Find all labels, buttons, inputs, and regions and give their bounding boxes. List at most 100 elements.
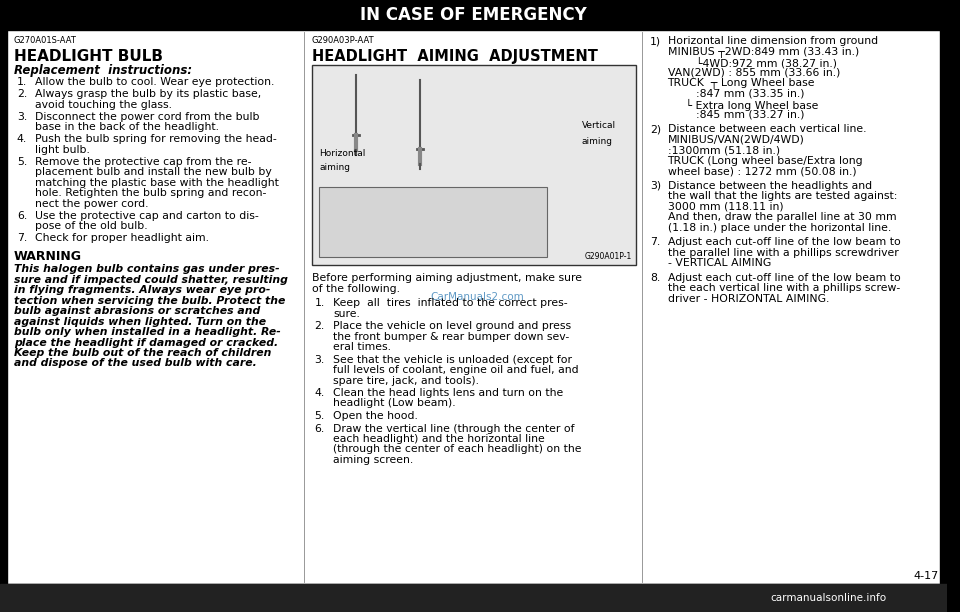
Text: eral times.: eral times. <box>333 342 392 352</box>
Text: 7.: 7. <box>16 233 27 243</box>
Text: placement bulb and install the new bulb by: placement bulb and install the new bulb … <box>36 167 273 177</box>
Text: 5.: 5. <box>315 411 324 421</box>
Text: 2.: 2. <box>315 321 324 331</box>
Text: (through the center of each headlight) on the: (through the center of each headlight) o… <box>333 444 582 455</box>
Text: tection when servicing the bulb. Protect the: tection when servicing the bulb. Protect… <box>13 296 285 305</box>
Text: 3.: 3. <box>16 111 27 122</box>
Text: HEADLIGHT BULB: HEADLIGHT BULB <box>13 49 163 64</box>
Text: Open the hood.: Open the hood. <box>333 411 419 421</box>
Text: the each vertical line with a phillips screw-: the each vertical line with a phillips s… <box>667 283 900 293</box>
Text: Horizontal line dimension from ground: Horizontal line dimension from ground <box>667 36 877 46</box>
Text: Disconnect the power cord from the bulb: Disconnect the power cord from the bulb <box>36 111 260 122</box>
Text: avoid touching the glass.: avoid touching the glass. <box>36 100 173 110</box>
Text: Remove the protective cap from the re-: Remove the protective cap from the re- <box>36 157 252 166</box>
Text: 3.: 3. <box>315 354 324 365</box>
Text: 1.: 1. <box>16 77 27 87</box>
Text: Clean the head lights lens and turn on the: Clean the head lights lens and turn on t… <box>333 388 564 398</box>
Text: place the headlight if damaged or cracked.: place the headlight if damaged or cracke… <box>13 337 278 348</box>
Text: against liquids when lighted. Turn on the: against liquids when lighted. Turn on th… <box>13 316 266 326</box>
Text: Use the protective cap and carton to dis-: Use the protective cap and carton to dis… <box>36 211 259 220</box>
Text: the parallel line with a phillips screwdriver: the parallel line with a phillips screwd… <box>667 247 899 258</box>
Text: Always grasp the bulb by its plastic base,: Always grasp the bulb by its plastic bas… <box>36 89 262 99</box>
Text: aiming: aiming <box>320 163 350 172</box>
Text: G290A01P-1: G290A01P-1 <box>585 252 632 261</box>
Text: spare tire, jack, and tools).: spare tire, jack, and tools). <box>333 376 479 386</box>
Text: headlight (Low beam).: headlight (Low beam). <box>333 398 456 408</box>
Text: (1.18 in.) place under the horizontal line.: (1.18 in.) place under the horizontal li… <box>667 223 891 233</box>
Text: Adjust each cut-off line of the low beam to: Adjust each cut-off line of the low beam… <box>667 272 900 283</box>
Text: nect the power cord.: nect the power cord. <box>36 198 149 209</box>
Text: driver - HORIZONTAL AIMING.: driver - HORIZONTAL AIMING. <box>667 294 828 304</box>
Bar <box>0 584 947 612</box>
Text: 3): 3) <box>650 181 660 190</box>
Text: aiming: aiming <box>582 137 612 146</box>
Text: G270A01S-AAT: G270A01S-AAT <box>13 36 77 45</box>
Text: :845 mm (33.27 in.): :845 mm (33.27 in.) <box>667 110 804 119</box>
Text: Allow the bulb to cool. Wear eye protection.: Allow the bulb to cool. Wear eye protect… <box>36 77 275 87</box>
Bar <box>320 187 546 257</box>
Text: Adjust each cut-off line of the low beam to: Adjust each cut-off line of the low beam… <box>667 237 900 247</box>
Text: 6.: 6. <box>315 424 324 433</box>
Text: Horizontal: Horizontal <box>320 149 366 158</box>
Text: Check for proper headlight aim.: Check for proper headlight aim. <box>36 233 209 243</box>
Text: 2.: 2. <box>16 89 27 99</box>
Text: hole. Retighten the bulb spring and recon-: hole. Retighten the bulb spring and reco… <box>36 188 267 198</box>
Text: bulb against abrasions or scratches and: bulb against abrasions or scratches and <box>13 306 260 316</box>
Text: bulb only when installed in a headlight. Re-: bulb only when installed in a headlight.… <box>13 327 280 337</box>
Text: :1300mm (51.18 in.): :1300mm (51.18 in.) <box>667 145 780 155</box>
Text: the wall that the lights are tested against:: the wall that the lights are tested agai… <box>667 191 897 201</box>
Text: and dispose of the used bulb with care.: and dispose of the used bulb with care. <box>13 359 256 368</box>
Text: MINIBUS/VAN(2WD/4WD): MINIBUS/VAN(2WD/4WD) <box>667 135 804 144</box>
Text: 3000 mm (118.11 in): 3000 mm (118.11 in) <box>667 201 783 212</box>
Text: IN CASE OF EMERGENCY: IN CASE OF EMERGENCY <box>360 6 587 24</box>
Text: of the following.: of the following. <box>312 283 399 294</box>
Text: 8.: 8. <box>650 272 660 283</box>
Text: 4.: 4. <box>16 134 27 144</box>
Text: wheel base) : 1272 mm (50.08 in.): wheel base) : 1272 mm (50.08 in.) <box>667 166 856 176</box>
Text: 4.: 4. <box>315 388 324 398</box>
Text: 1.: 1. <box>315 298 324 308</box>
Text: in flying fragments. Always wear eye pro-: in flying fragments. Always wear eye pro… <box>13 285 270 295</box>
Text: light bulb.: light bulb. <box>36 144 90 154</box>
Text: 6.: 6. <box>16 211 27 220</box>
Bar <box>312 65 636 265</box>
Text: carmanualsonline.info: carmanualsonline.info <box>770 593 886 603</box>
Text: Replacement  instructions:: Replacement instructions: <box>13 64 192 77</box>
Text: 4-17: 4-17 <box>913 571 939 581</box>
Text: And then, draw the parallel line at 30 mm: And then, draw the parallel line at 30 m… <box>667 212 896 222</box>
Text: Distance between the headlights and: Distance between the headlights and <box>667 181 872 190</box>
Text: each headlight) and the horizontal line: each headlight) and the horizontal line <box>333 434 545 444</box>
Text: Push the bulb spring for removing the head-: Push the bulb spring for removing the he… <box>36 134 277 144</box>
Text: pose of the old bulb.: pose of the old bulb. <box>36 221 148 231</box>
Text: the front bumper & rear bumper down sev-: the front bumper & rear bumper down sev- <box>333 332 569 341</box>
Text: This halogen bulb contains gas under pres-: This halogen bulb contains gas under pre… <box>13 264 279 274</box>
Text: MINIBUS ┬2WD:849 mm (33.43 in.): MINIBUS ┬2WD:849 mm (33.43 in.) <box>667 47 859 58</box>
Text: sure.: sure. <box>333 308 360 318</box>
Text: TRUCK (Long wheel base/Extra long: TRUCK (Long wheel base/Extra long <box>667 155 863 165</box>
Text: sure and if impacted could shatter, resulting: sure and if impacted could shatter, resu… <box>13 275 288 285</box>
Text: full levels of coolant, engine oil and fuel, and: full levels of coolant, engine oil and f… <box>333 365 579 375</box>
Text: VAN(2WD) : 855 mm (33.66 in.): VAN(2WD) : 855 mm (33.66 in.) <box>667 67 840 78</box>
Text: HEADLIGHT  AIMING  ADJUSTMENT: HEADLIGHT AIMING ADJUSTMENT <box>312 49 597 64</box>
Text: Keep  all  tires  inflated to the correct pres-: Keep all tires inflated to the correct p… <box>333 298 568 308</box>
Text: - VERTICAL AIMING: - VERTICAL AIMING <box>667 258 771 268</box>
Text: 1): 1) <box>650 36 660 46</box>
Text: 2): 2) <box>650 124 660 134</box>
Text: Place the vehicle on level ground and press: Place the vehicle on level ground and pr… <box>333 321 571 331</box>
Text: WARNING: WARNING <box>13 250 82 263</box>
Text: └ Extra long Wheel base: └ Extra long Wheel base <box>667 99 818 111</box>
Text: Before performing aiming adjustment, make sure: Before performing aiming adjustment, mak… <box>312 273 582 283</box>
Text: Distance between each vertical line.: Distance between each vertical line. <box>667 124 866 134</box>
Text: Vertical: Vertical <box>582 121 616 130</box>
Text: CarManuals2.com: CarManuals2.com <box>430 292 523 302</box>
Text: 7.: 7. <box>650 237 660 247</box>
Text: └4WD:972 mm (38.27 in.): └4WD:972 mm (38.27 in.) <box>667 57 836 69</box>
Text: See that the vehicle is unloaded (except for: See that the vehicle is unloaded (except… <box>333 354 572 365</box>
Text: TRUCK  ┬ Long Wheel base: TRUCK ┬ Long Wheel base <box>667 78 815 89</box>
Text: 5.: 5. <box>16 157 27 166</box>
Text: aiming screen.: aiming screen. <box>333 455 414 465</box>
Text: base in the back of the headlight.: base in the back of the headlight. <box>36 122 220 132</box>
Text: matching the plastic base with the headlight: matching the plastic base with the headl… <box>36 177 279 187</box>
Text: :847 mm (33.35 in.): :847 mm (33.35 in.) <box>667 89 804 99</box>
Text: Draw the vertical line (through the center of: Draw the vertical line (through the cent… <box>333 424 575 433</box>
